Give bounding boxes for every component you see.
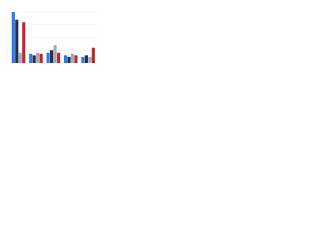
bar: [36, 52, 40, 63]
bar: [91, 47, 95, 63]
bar: [32, 55, 36, 63]
bar: [53, 45, 57, 63]
bar: [39, 53, 43, 63]
bar: [70, 53, 75, 63]
chart: [10, 11, 97, 64]
bar: [81, 56, 85, 63]
bar: [22, 22, 26, 63]
bar: [67, 56, 71, 63]
bar: [11, 12, 15, 63]
bar: [88, 56, 92, 63]
bar: [56, 52, 61, 63]
bar: [74, 55, 78, 63]
bar: [15, 19, 19, 63]
bar: [50, 50, 54, 63]
bar: [63, 55, 68, 63]
bar: [84, 55, 88, 63]
bar: [46, 52, 50, 63]
bar: [29, 53, 33, 63]
bar: [18, 52, 22, 63]
